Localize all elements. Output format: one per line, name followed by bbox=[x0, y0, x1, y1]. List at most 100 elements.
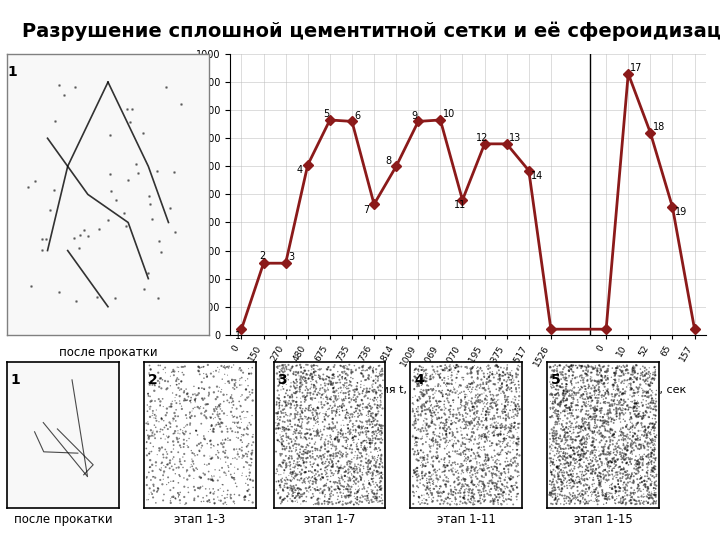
Point bbox=[606, 415, 618, 423]
Point bbox=[638, 490, 649, 498]
Point bbox=[608, 401, 620, 409]
Point bbox=[551, 449, 562, 458]
Point bbox=[557, 407, 568, 416]
Point bbox=[585, 404, 597, 413]
Point bbox=[310, 385, 322, 394]
Point bbox=[416, 372, 428, 380]
Point bbox=[497, 491, 508, 500]
Point bbox=[585, 392, 596, 401]
Point bbox=[222, 462, 234, 470]
Point bbox=[288, 381, 300, 389]
Point bbox=[334, 447, 346, 456]
Point bbox=[367, 477, 379, 486]
Point bbox=[335, 488, 346, 497]
Point bbox=[545, 382, 557, 390]
Point bbox=[577, 490, 588, 499]
Point bbox=[591, 366, 603, 375]
Point bbox=[373, 362, 384, 370]
Point bbox=[366, 436, 378, 445]
Point bbox=[572, 413, 584, 421]
Point bbox=[444, 452, 455, 461]
Point bbox=[463, 424, 474, 433]
Point bbox=[168, 437, 179, 445]
Point bbox=[508, 454, 519, 463]
Point bbox=[459, 402, 470, 410]
Point bbox=[160, 463, 171, 471]
Point bbox=[495, 423, 506, 432]
Point bbox=[422, 451, 433, 460]
Point bbox=[287, 468, 298, 477]
Point bbox=[462, 446, 474, 454]
Point bbox=[596, 430, 608, 438]
Point bbox=[369, 494, 381, 503]
Point bbox=[148, 414, 160, 422]
Point bbox=[274, 401, 285, 409]
Point bbox=[549, 409, 561, 417]
Point bbox=[455, 398, 467, 407]
Point bbox=[469, 464, 481, 473]
Point bbox=[340, 383, 351, 392]
Point bbox=[349, 421, 361, 430]
Point bbox=[417, 432, 428, 441]
Point bbox=[600, 490, 612, 498]
Point bbox=[587, 427, 598, 436]
Point bbox=[600, 492, 612, 501]
Point bbox=[552, 364, 563, 373]
Point bbox=[557, 416, 569, 425]
Point bbox=[374, 380, 386, 389]
Point bbox=[491, 464, 503, 472]
Point bbox=[559, 431, 570, 440]
Point bbox=[333, 476, 345, 485]
Point bbox=[432, 408, 444, 417]
Point bbox=[503, 495, 514, 503]
Point bbox=[428, 420, 440, 429]
Point bbox=[451, 474, 463, 483]
Point bbox=[645, 448, 657, 457]
Point bbox=[320, 490, 331, 499]
Point bbox=[552, 444, 563, 453]
Point bbox=[149, 434, 161, 442]
Point bbox=[612, 476, 624, 484]
Point bbox=[340, 389, 351, 397]
Point bbox=[283, 361, 294, 369]
Point bbox=[433, 432, 444, 441]
Point bbox=[576, 423, 588, 431]
Point bbox=[352, 409, 364, 418]
Point bbox=[635, 474, 647, 483]
Point bbox=[232, 448, 243, 456]
Point bbox=[330, 395, 341, 403]
Point bbox=[373, 386, 384, 395]
Point bbox=[644, 476, 656, 484]
Point bbox=[508, 432, 519, 441]
Point bbox=[171, 390, 182, 399]
Point bbox=[294, 418, 305, 427]
Point bbox=[593, 368, 605, 377]
Point bbox=[564, 406, 576, 414]
Point bbox=[596, 477, 608, 486]
Point bbox=[560, 434, 572, 442]
Point bbox=[570, 495, 581, 504]
Point bbox=[330, 459, 342, 468]
Point bbox=[324, 376, 336, 385]
Point bbox=[444, 467, 455, 475]
Point bbox=[613, 386, 624, 394]
Point bbox=[600, 478, 611, 487]
Point bbox=[311, 379, 323, 387]
Point bbox=[203, 392, 215, 400]
Point bbox=[479, 496, 490, 505]
Point bbox=[309, 440, 320, 448]
Point bbox=[511, 364, 523, 373]
Point bbox=[302, 429, 313, 438]
Point bbox=[498, 414, 509, 422]
Point bbox=[328, 383, 339, 392]
Point bbox=[150, 474, 161, 482]
Point bbox=[409, 412, 420, 421]
Point bbox=[347, 433, 359, 442]
Point bbox=[597, 467, 608, 476]
Point bbox=[619, 443, 631, 451]
Point bbox=[279, 480, 291, 488]
Point bbox=[284, 393, 296, 402]
Point bbox=[173, 478, 184, 487]
Point bbox=[625, 496, 636, 504]
Point bbox=[649, 462, 661, 471]
